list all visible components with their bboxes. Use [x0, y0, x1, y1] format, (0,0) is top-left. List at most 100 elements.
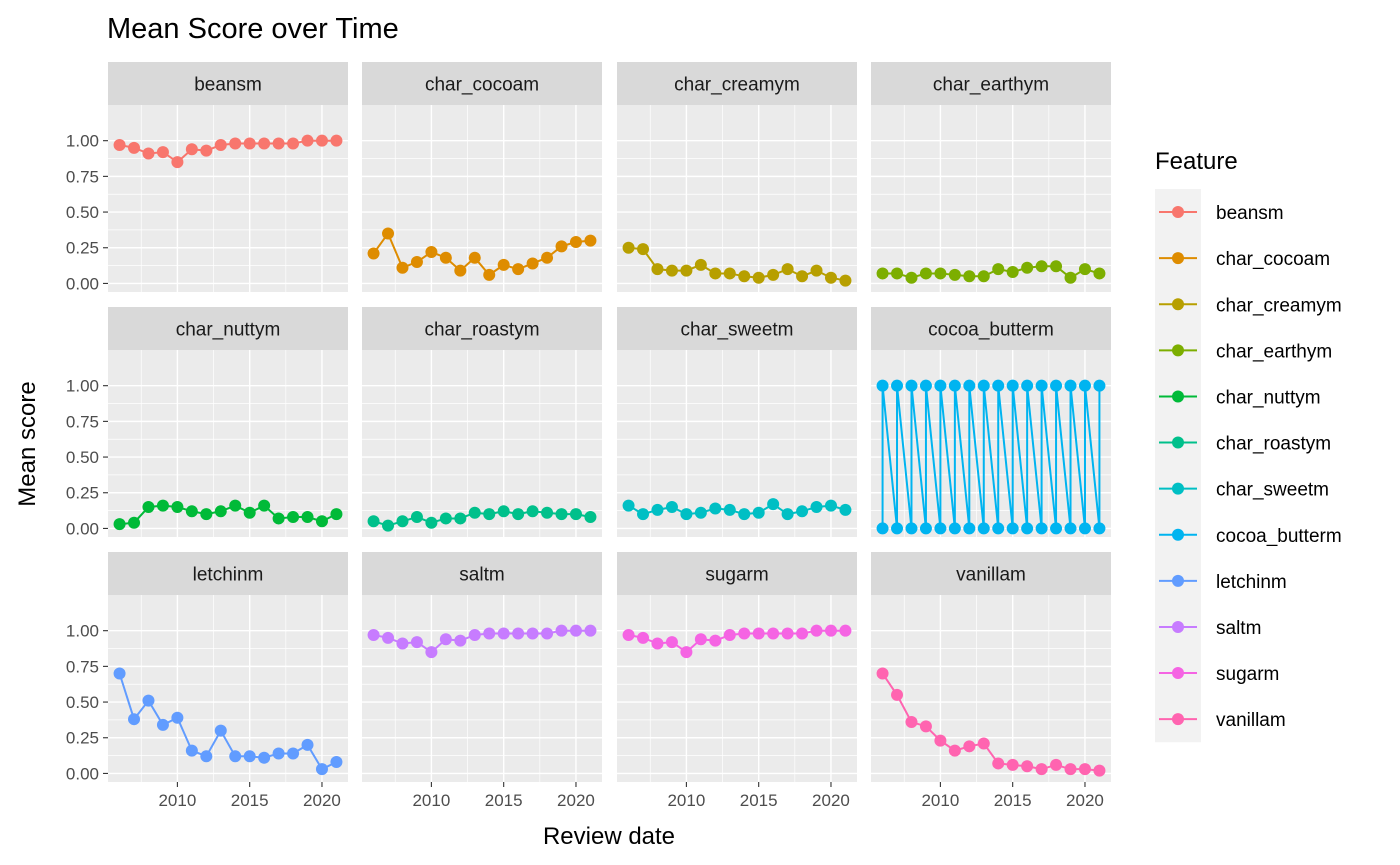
data-point [876, 522, 889, 535]
facet-beansm: beansm [108, 62, 348, 292]
data-point [330, 508, 343, 521]
data-point [258, 499, 271, 512]
data-point [272, 747, 285, 760]
facet-strip [362, 552, 602, 595]
data-point [512, 508, 525, 521]
data-point [287, 511, 300, 524]
data-point [810, 501, 823, 514]
facet-char_nuttym: char_nuttym [108, 307, 348, 537]
legend-key-point [1172, 620, 1184, 633]
legend-label: char_nuttym [1216, 387, 1321, 408]
data-point [526, 257, 539, 270]
facet-strip [617, 552, 857, 595]
facet-strip [871, 307, 1111, 350]
data-point [142, 694, 155, 707]
y-tick-label: 0.00 [66, 274, 99, 293]
data-point [839, 274, 852, 287]
data-point [948, 744, 961, 757]
data-point [876, 267, 889, 280]
data-point [963, 379, 976, 392]
y-tick-label: 1.00 [66, 622, 99, 641]
series-line-beansm [119, 139, 337, 164]
data-point [824, 499, 837, 512]
y-axis: 0.00 0.25 0.50 0.75 1.00 0.00 0.25 0.50 0.75 1.00… [66, 132, 108, 783]
data-point [541, 251, 554, 264]
facet-strip-label: char_earthym [933, 75, 1049, 96]
legend-item-char_nuttym: char_nuttym [1159, 387, 1321, 408]
facet-sugarm: sugarm [617, 552, 857, 782]
data-point [410, 636, 423, 649]
data-point [963, 270, 976, 283]
data-point [948, 522, 961, 535]
data-point [142, 147, 155, 160]
data-point [796, 270, 809, 283]
data-point [483, 508, 496, 521]
data-point [113, 518, 126, 531]
data-point [665, 636, 678, 649]
y-tick-label: 0.50 [66, 693, 99, 712]
data-point [824, 271, 837, 284]
data-point [752, 627, 765, 640]
data-point [1064, 379, 1077, 392]
data-point [824, 624, 837, 637]
data-point [992, 757, 1005, 770]
data-point [156, 718, 169, 731]
legend-item-beansm: beansm [1159, 203, 1284, 224]
data-point [1035, 763, 1048, 776]
data-point [738, 270, 751, 283]
data-point [919, 720, 932, 733]
data-point [200, 508, 213, 521]
legend-key-point [1172, 713, 1184, 726]
data-point [229, 137, 242, 150]
data-point [637, 631, 650, 644]
panel-background [108, 105, 348, 292]
facet-char_sweetm: char_sweetm [617, 307, 857, 537]
data-point [637, 243, 650, 256]
facet-strip-label: char_roastym [424, 320, 539, 341]
data-point [1078, 379, 1091, 392]
series-line-cocoa_butterm [881, 385, 1101, 529]
series-line-char_creamym [628, 246, 846, 282]
data-point [396, 515, 409, 528]
data-point [425, 646, 438, 659]
data-point [1093, 267, 1106, 280]
data-point [214, 505, 227, 518]
data-point [584, 624, 597, 637]
facet-strip [362, 62, 602, 105]
data-point [214, 724, 227, 737]
facet-saltm: saltm [362, 552, 602, 782]
x-tick-label: 2010 [667, 791, 705, 810]
legend-label: cocoa_butterm [1216, 526, 1342, 547]
data-point [569, 624, 582, 637]
data-point [468, 251, 481, 264]
data-point [992, 263, 1005, 276]
y-tick-label: 0.25 [66, 239, 99, 258]
data-point [709, 267, 722, 280]
facet-char_cocoam: char_cocoam [362, 62, 602, 292]
legend-key-point [1172, 344, 1184, 357]
data-point [934, 267, 947, 280]
y-tick-label: 0.75 [66, 657, 99, 676]
data-point [919, 267, 932, 280]
y-tick-label: 1.00 [66, 132, 99, 151]
x-tick-label: 2015 [740, 791, 778, 810]
data-point [891, 267, 904, 280]
data-point [796, 505, 809, 518]
y-tick-label: 0.50 [66, 448, 99, 467]
legend-item-char_sweetm: char_sweetm [1159, 480, 1329, 501]
data-point [301, 738, 314, 751]
data-point [1064, 271, 1077, 284]
data-point [330, 756, 343, 769]
legend-item-vanillam: vanillam [1159, 710, 1286, 731]
facet-strip-label: sugarm [705, 565, 768, 586]
data-point [1050, 758, 1063, 771]
legend-item-char_creamym: char_creamym [1159, 295, 1342, 316]
data-point [1006, 379, 1019, 392]
data-point [665, 264, 678, 277]
facet-strip-label: char_nuttym [176, 320, 281, 341]
legend-label: vanillam [1216, 710, 1286, 731]
y-tick-label: 0.25 [66, 484, 99, 503]
data-point [497, 627, 510, 640]
facet-panels: beansm char_cocoam char_creamym char_earthy… [108, 62, 1111, 782]
data-point [410, 511, 423, 524]
